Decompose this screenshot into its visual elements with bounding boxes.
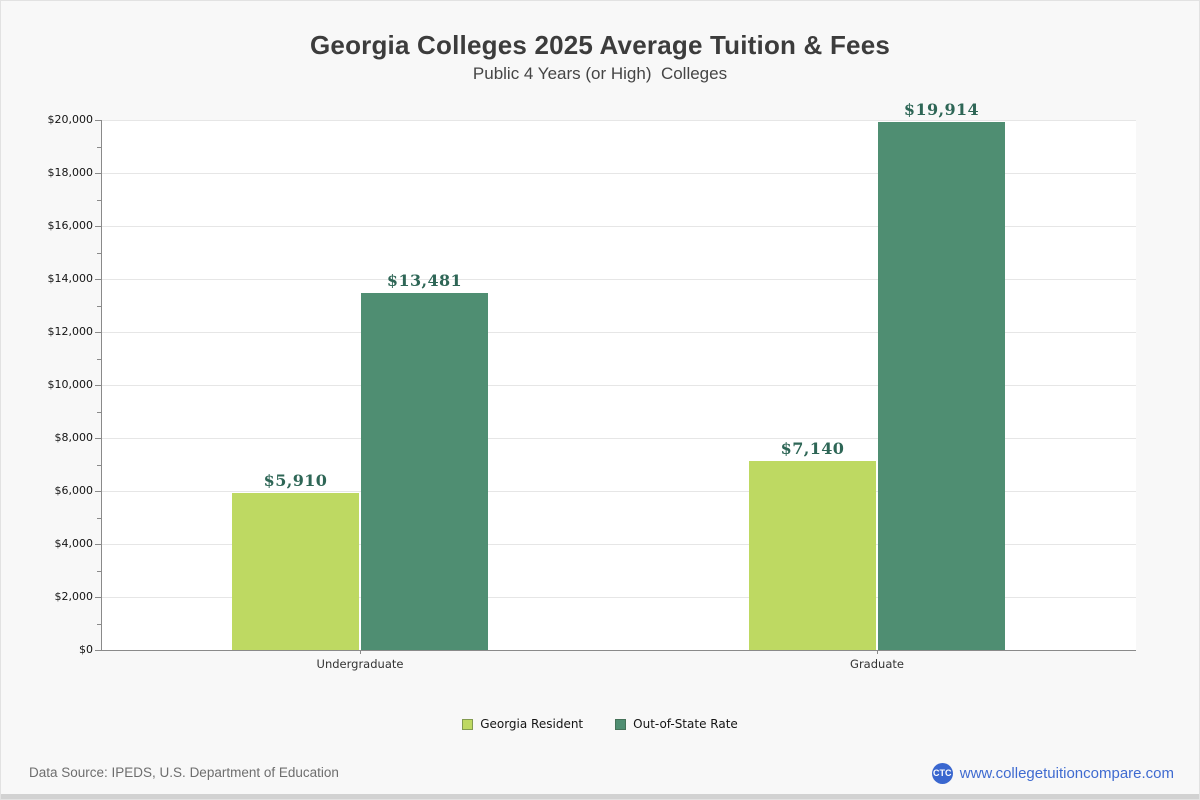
y-major-tick-20000 (95, 120, 101, 121)
y-major-tick-16000 (95, 226, 101, 227)
y-tick-label-6000: $6,000 (54, 484, 94, 497)
y-major-tick-8000 (95, 438, 101, 439)
y-minor-tick-3000 (97, 571, 101, 572)
y-major-tick-6000 (95, 491, 101, 492)
y-minor-tick-5000 (97, 518, 101, 519)
y-major-tick-14000 (95, 279, 101, 280)
y-major-tick-4000 (95, 544, 101, 545)
y-major-tick-12000 (95, 332, 101, 333)
y-minor-tick-7000 (97, 465, 101, 466)
x-tick-undergraduate (360, 650, 361, 654)
value-label-undergraduate-out-of-state-rate: $13,481 (386, 271, 463, 290)
y-tick-label-18000: $18,000 (47, 166, 94, 179)
y-major-tick-2000 (95, 597, 101, 598)
bar-graduate-georgia-resident (749, 461, 876, 650)
bar-undergraduate-out-of-state-rate (361, 293, 488, 650)
bar-graduate-out-of-state-rate (878, 122, 1005, 650)
x-tick-graduate (877, 650, 878, 654)
legend-swatch-georgia-resident (462, 718, 474, 730)
y-minor-tick-13000 (97, 306, 101, 307)
ctc-logo-icon: CTC (931, 762, 953, 784)
y-minor-tick-15000 (97, 253, 101, 254)
chart-title: Georgia Colleges 2025 Average Tuition & … (309, 30, 891, 60)
y-major-tick-0 (95, 650, 101, 651)
gridline-2000 (101, 597, 1136, 598)
value-label-undergraduate-georgia-resident: $5,910 (263, 471, 328, 490)
legend: Georgia Resident Out-of-State Rate (1, 717, 1199, 731)
bottom-border (1, 794, 1199, 799)
y-tick-label-10000: $10,000 (47, 378, 94, 391)
y-tick-label-2000: $2,000 (54, 590, 94, 603)
chart-subtitle: Public 4 Years (or High) Colleges (472, 64, 728, 83)
y-axis-line (101, 120, 102, 650)
legend-label-georgia-resident: Georgia Resident (480, 717, 584, 731)
y-minor-tick-19000 (97, 147, 101, 148)
y-minor-tick-11000 (97, 359, 101, 360)
y-tick-label-14000: $14,000 (47, 272, 94, 285)
data-source-text: Data Source: IPEDS, U.S. Department of E… (29, 765, 339, 780)
legend-swatch-out-of-state-rate (615, 718, 627, 730)
gridline-6000 (101, 491, 1136, 492)
legend-label-out-of-state-rate: Out-of-State Rate (633, 717, 738, 731)
y-minor-tick-9000 (97, 412, 101, 413)
gridline-10000 (101, 385, 1136, 386)
gridline-14000 (101, 279, 1136, 280)
y-minor-tick-17000 (97, 200, 101, 201)
site-link[interactable]: CTC www.collegetuitioncompare.com (931, 761, 1174, 785)
x-axis-line (101, 650, 1136, 651)
gridline-12000 (101, 332, 1136, 333)
y-tick-label-20000: $20,000 (47, 113, 94, 126)
y-minor-tick-1000 (97, 624, 101, 625)
legend-item-georgia-resident: Georgia Resident (462, 717, 583, 731)
y-tick-label-0: $0 (79, 643, 93, 656)
y-major-tick-10000 (95, 385, 101, 386)
x-label-graduate: Graduate (850, 657, 904, 671)
y-tick-label-16000: $16,000 (47, 219, 94, 232)
value-label-graduate-georgia-resident: $7,140 (780, 439, 845, 458)
gridline-20000 (101, 120, 1136, 121)
x-label-undergraduate: Undergraduate (316, 657, 404, 671)
gridline-18000 (101, 173, 1136, 174)
value-label-graduate-out-of-state-rate: $19,914 (903, 100, 980, 119)
gridline-16000 (101, 226, 1136, 227)
legend-item-out-of-state-rate: Out-of-State Rate (615, 717, 738, 731)
y-tick-label-4000: $4,000 (54, 537, 94, 550)
gridline-8000 (101, 438, 1136, 439)
y-major-tick-18000 (95, 173, 101, 174)
y-tick-label-8000: $8,000 (54, 431, 94, 444)
site-url-text: www.collegetuitioncompare.com (959, 764, 1174, 782)
gridline-4000 (101, 544, 1136, 545)
bar-undergraduate-georgia-resident (232, 493, 359, 650)
y-tick-label-12000: $12,000 (47, 325, 94, 338)
